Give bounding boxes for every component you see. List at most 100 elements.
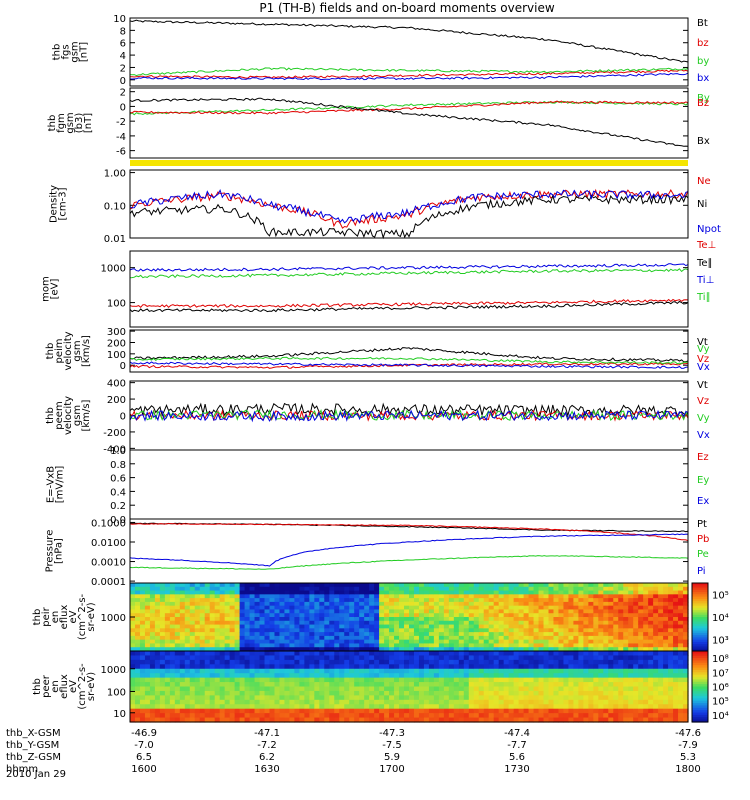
spectrogram-cell: [164, 624, 171, 629]
spectrogram-cell: [633, 613, 639, 618]
spectrogram-cell: [628, 695, 634, 701]
spectrogram-cell: [438, 699, 445, 705]
spectrogram-cell: [344, 632, 350, 637]
spectrogram-cell: [364, 639, 370, 645]
spectrogram-cell: [453, 601, 460, 607]
spectrogram-cell: [538, 673, 545, 679]
spectrogram-cell: [369, 704, 375, 710]
spectrogram-cell: [359, 682, 365, 688]
spectrogram-cell: [433, 651, 440, 657]
spectrogram-cell: [374, 713, 380, 719]
spectrogram-cell: [319, 673, 325, 679]
spectrogram-cell: [538, 609, 545, 614]
spectrogram-cell: [244, 609, 251, 614]
spectrogram-cell: [473, 682, 480, 688]
spectrogram-cell: [638, 624, 644, 629]
spectrogram-cell: [658, 598, 664, 603]
colorbar-segment: [692, 660, 708, 664]
spectrogram-cell: [578, 647, 584, 652]
spectrogram-cell: [399, 617, 405, 622]
spectrogram-cell: [428, 686, 435, 692]
legend-label-Ne: Ne: [697, 176, 711, 187]
spectrogram-cell: [663, 643, 669, 648]
spectrogram-cell: [438, 605, 445, 611]
spectrogram-cell: [653, 586, 659, 592]
spectrogram-cell: [638, 617, 644, 622]
spectrogram-cell: [189, 713, 196, 719]
spectrogram-cell: [209, 699, 216, 705]
spectrogram-cell: [359, 605, 365, 611]
spectrogram-cell: [194, 699, 201, 705]
spectrogram-cell: [468, 609, 475, 614]
spectrogram-cell: [394, 677, 400, 683]
spectrogram-cell: [533, 628, 540, 633]
spectrogram-cell: [349, 590, 355, 595]
spectrogram-cell: [598, 628, 604, 633]
spectrogram-cell: [623, 717, 629, 723]
spectrogram-cell: [613, 605, 619, 611]
spectrogram-cell: [568, 586, 575, 592]
spectrogram-cell: [289, 594, 296, 599]
spectrogram-cell: [448, 659, 455, 665]
spectrogram-cell: [409, 690, 415, 696]
spectrogram-cell: [389, 605, 395, 611]
spectrogram-cell: [498, 686, 505, 692]
spectrogram-cell: [364, 704, 370, 710]
spectrogram-cell: [443, 655, 450, 661]
spectrogram-cell: [354, 617, 360, 622]
spectrogram-cell: [478, 632, 485, 637]
spectrogram-cell: [199, 586, 206, 592]
panel-5: thbpeimvelocitygsm[km/s]3002001000VtVzVy…: [45, 327, 710, 373]
spectrogram-cell: [463, 601, 470, 607]
spectrogram-cell: [259, 651, 266, 657]
spectrogram-cell: [184, 586, 191, 592]
spectrogram-cell: [443, 647, 450, 652]
spectrogram-cell: [309, 583, 315, 588]
spectrogram-cell: [513, 624, 520, 629]
spectrogram-cell: [130, 628, 136, 633]
spectrogram-cell: [364, 699, 370, 705]
spectrogram-cell: [204, 590, 211, 595]
spectrogram-cell: [643, 695, 649, 701]
spectrogram-cell: [433, 594, 440, 599]
spectrogram-cell: [613, 668, 619, 674]
spectrogram-cell: [309, 635, 315, 641]
spectrogram-cell: [518, 594, 525, 599]
spectrogram-cell: [563, 677, 570, 683]
spectrogram-cell: [164, 708, 171, 714]
spectrogram-cell: [144, 651, 151, 657]
spectrogram-cell: [279, 639, 286, 645]
spectrogram-cell: [613, 632, 619, 637]
spectrogram-cell: [224, 673, 231, 679]
spectrogram-cell: [379, 583, 385, 588]
spectrogram-cell: [269, 628, 276, 633]
spectrogram-cell: [528, 699, 535, 705]
spectrogram-cell: [169, 590, 176, 595]
spectrogram-cell: [279, 713, 286, 719]
spectrogram-cell: [334, 655, 340, 661]
tick-label: 200: [107, 338, 126, 349]
spectrogram-cell: [134, 617, 141, 622]
spectrogram-cell: [409, 590, 415, 595]
spectrogram-cell: [618, 717, 624, 723]
spectrogram-cell: [174, 651, 181, 657]
panel-frame: [129, 87, 689, 159]
spectrogram-cell: [453, 704, 460, 710]
spectrogram-cell: [463, 713, 470, 719]
spectrogram-cell: [468, 695, 475, 701]
spectrogram-cell: [134, 624, 141, 629]
spectrogram-cell: [553, 704, 560, 710]
spectrogram-cell: [229, 717, 236, 723]
spectrogram-cell: [134, 659, 141, 665]
ylabel-line: thb: [45, 343, 56, 360]
spectrogram-cell: [598, 664, 604, 670]
spectrogram-cell: [548, 704, 555, 710]
spectrogram-cell: [359, 586, 365, 592]
spectrogram-cell: [648, 620, 654, 626]
spectrogram-cell: [448, 699, 455, 705]
spectrogram-cell: [179, 659, 186, 665]
spectrogram-cell: [483, 632, 490, 637]
spectrogram-cell: [139, 690, 146, 696]
spectrogram-cell: [513, 682, 520, 688]
spectrogram-cell: [269, 643, 276, 648]
